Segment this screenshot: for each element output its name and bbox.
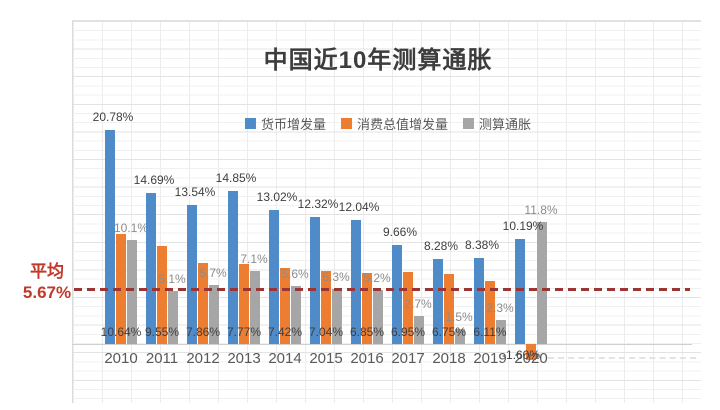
bar-货币增发量-2016 <box>351 219 361 344</box>
bar-货币增发量-2010 <box>105 129 115 344</box>
x-axis-label-2017: 2017 <box>391 350 425 367</box>
value-label-货币增发量-2019: 8.38% <box>464 237 500 252</box>
bar-测算通胀-2011 <box>168 291 178 344</box>
bar-消费总值增发量-2011 <box>157 245 167 344</box>
x-axis-label-2015: 2015 <box>309 350 343 367</box>
value-label-消费总值增发量-2020: -1.60% <box>501 348 541 362</box>
value-label-消费总值增发量-2017: 6.95% <box>390 325 426 339</box>
x-axis-label-2014: 2014 <box>268 350 302 367</box>
bar-消费总值增发量-2017 <box>403 272 413 344</box>
x-axis-label-2018: 2018 <box>432 350 466 367</box>
average-dashed-line <box>74 288 690 291</box>
average-label-value: 5.67% <box>22 283 72 303</box>
x-axis-label-2013: 2013 <box>227 350 261 367</box>
bar-货币增发量-2014 <box>269 209 279 344</box>
bar-测算通胀-2014 <box>291 286 301 344</box>
value-label-测算通胀-2011: 5.1% <box>158 272 186 287</box>
legend-item-label: 货币增发量 <box>260 117 326 132</box>
bar-货币增发量-2012 <box>187 204 197 344</box>
legend-item-label: 测算通胀 <box>479 117 532 132</box>
bar-消费总值增发量-2013 <box>239 263 249 344</box>
bar-消费总值增发量-2012 <box>198 263 208 344</box>
average-label: 平均 5.67% <box>18 261 76 304</box>
value-label-测算通胀-2013: 7.1% <box>240 251 268 266</box>
bar-消费总值增发量-2015 <box>321 271 331 344</box>
x-axis-label-2010: 2010 <box>104 350 138 367</box>
value-label-测算通胀-2018: 1.5% <box>445 309 473 324</box>
value-label-测算通胀-2020: 11.8% <box>524 203 558 218</box>
bar-消费总值增发量-2019 <box>485 281 495 344</box>
value-label-消费总值增发量-2013: 7.77% <box>226 325 262 339</box>
x-axis-line <box>72 344 692 345</box>
bar-测算通胀-2018 <box>455 328 465 344</box>
value-label-货币增发量-2016: 12.04% <box>338 199 380 214</box>
bar-测算通胀-2020 <box>537 222 547 344</box>
value-label-货币增发量-2013: 14.85% <box>215 171 257 186</box>
value-label-消费总值增发量-2019: 6.11% <box>473 325 507 339</box>
value-label-消费总值增发量-2015: 7.04% <box>308 325 344 339</box>
chart-title: 中国近10年测算通胀 <box>263 47 493 74</box>
legend-item-label: 消费总值增发量 <box>356 117 449 132</box>
value-label-消费总值增发量-2012: 7.86% <box>185 325 221 339</box>
value-label-消费总值增发量-2010: 10.64% <box>100 325 142 339</box>
legend: 货币增发量 消费总值增发量 测算通胀 <box>244 114 531 133</box>
value-label-测算通胀-2015: 5.3% <box>322 270 350 285</box>
value-label-货币增发量-2015: 12.32% <box>297 197 339 212</box>
bar-货币增发量-2013 <box>228 191 238 344</box>
legend-item-消费总值增发量: 消费总值增发量 <box>340 114 449 133</box>
bar-测算通胀-2017 <box>414 316 424 344</box>
legend-swatch-icon <box>244 118 256 129</box>
bar-货币增发量-2019 <box>474 257 484 344</box>
legend-item-测算通胀: 测算通胀 <box>463 114 531 133</box>
value-label-测算通胀-2012: 5.7% <box>199 266 227 281</box>
bar-货币增发量-2018 <box>433 258 443 344</box>
value-label-货币增发量-2014: 13.02% <box>256 189 298 204</box>
bar-消费总值增发量-2014 <box>280 267 290 344</box>
bar-消费总值增发量-2018 <box>444 274 454 344</box>
bar-货币增发量-2020 <box>515 239 525 344</box>
average-label-text: 平均 <box>30 262 64 281</box>
bar-货币增发量-2015 <box>310 217 320 344</box>
value-label-测算通胀-2019: 2.3% <box>486 301 514 316</box>
x-axis-label-2020: 2020 <box>514 350 548 367</box>
bar-测算通胀-2013 <box>250 270 260 344</box>
x-axis-label-2012: 2012 <box>186 350 220 367</box>
value-label-货币增发量-2011: 14.69% <box>133 172 175 187</box>
bar-测算通胀-2015 <box>332 289 342 344</box>
value-label-货币增发量-2012: 13.54% <box>174 184 216 199</box>
value-label-货币增发量-2020: 10.19% <box>502 219 544 234</box>
value-label-货币增发量-2010: 20.78% <box>92 109 134 124</box>
x-axis-label-2016: 2016 <box>350 350 384 367</box>
bar-货币增发量-2017 <box>392 244 402 344</box>
x-axis-extension-line <box>548 357 696 359</box>
legend-item-货币增发量: 货币增发量 <box>244 114 326 133</box>
value-label-消费总值增发量-2016: 6.85% <box>349 325 385 339</box>
bar-测算通胀-2012 <box>209 285 219 344</box>
value-label-消费总值增发量-2011: 9.55% <box>144 325 180 339</box>
value-label-消费总值增发量-2018: 6.75% <box>431 325 467 339</box>
x-axis-label-2019: 2019 <box>473 350 507 367</box>
legend-swatch-icon <box>463 118 475 129</box>
value-label-消费总值增发量-2014: 7.42% <box>267 325 303 339</box>
bar-消费总值增发量-2020 <box>526 344 536 361</box>
bar-测算通胀-2019 <box>496 320 506 344</box>
value-label-测算通胀-2010: 10.1% <box>113 220 149 235</box>
bar-测算通胀-2016 <box>373 290 383 344</box>
bar-消费总值增发量-2016 <box>362 273 372 344</box>
value-label-测算通胀-2017: 2.7% <box>404 297 432 312</box>
value-label-测算通胀-2016: 5.2% <box>363 271 391 286</box>
legend-swatch-icon <box>340 118 352 129</box>
bar-测算通胀-2010 <box>127 239 137 344</box>
value-label-货币增发量-2017: 9.66% <box>382 224 418 239</box>
bar-货币增发量-2011 <box>146 192 156 344</box>
value-label-货币增发量-2018: 8.28% <box>423 238 459 253</box>
value-label-测算通胀-2014: 5.6% <box>281 267 309 282</box>
x-axis-label-2011: 2011 <box>145 350 179 367</box>
